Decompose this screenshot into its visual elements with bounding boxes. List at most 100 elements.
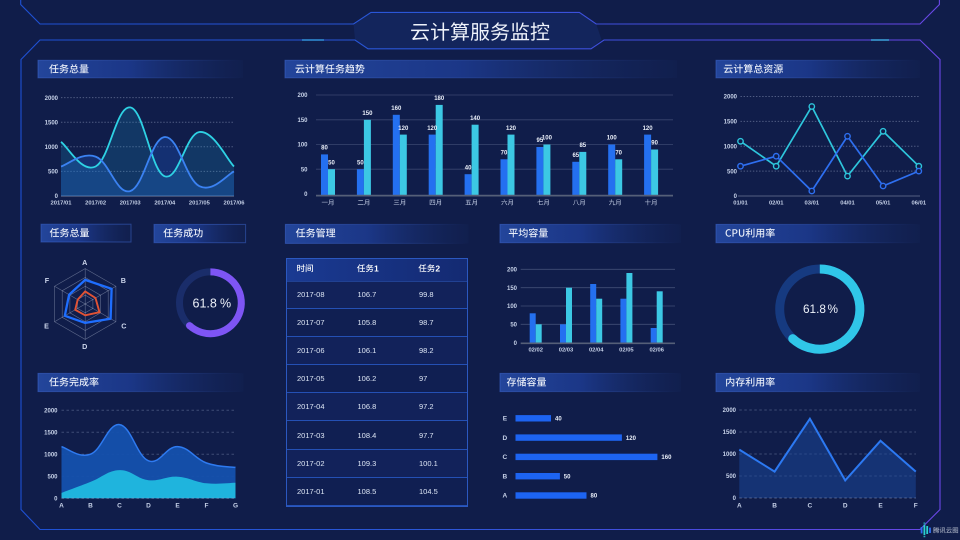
- svg-text:0: 0: [734, 194, 738, 200]
- svg-text:0: 0: [55, 194, 59, 200]
- svg-text:160: 160: [391, 106, 402, 112]
- svg-text:2000: 2000: [44, 409, 58, 415]
- svg-text:50: 50: [564, 474, 571, 480]
- svg-text:120: 120: [643, 126, 654, 132]
- svg-text:0: 0: [54, 496, 58, 502]
- svg-text:61.8: 61.8: [803, 302, 826, 316]
- svg-text:1000: 1000: [724, 145, 738, 151]
- svg-text:06/01: 06/01: [912, 201, 927, 207]
- svg-text:40: 40: [465, 165, 472, 171]
- svg-text:2017/05: 2017/05: [189, 201, 211, 207]
- svg-text:D: D: [146, 503, 151, 510]
- svg-text:50: 50: [510, 323, 517, 329]
- svg-text:50: 50: [301, 168, 308, 174]
- svg-text:C: C: [503, 454, 508, 461]
- svg-text:E: E: [175, 503, 180, 510]
- svg-text:2017/01: 2017/01: [51, 201, 73, 207]
- svg-text:03/01: 03/01: [805, 201, 820, 207]
- svg-text:120: 120: [626, 436, 637, 442]
- svg-text:2017/04: 2017/04: [154, 201, 176, 207]
- svg-text:B: B: [503, 473, 508, 480]
- svg-text:2017/02: 2017/02: [85, 201, 106, 207]
- svg-text:500: 500: [726, 474, 737, 480]
- svg-text:E: E: [44, 322, 49, 331]
- svg-text:0: 0: [304, 192, 308, 198]
- svg-text:F: F: [914, 503, 918, 510]
- svg-text:A: A: [82, 258, 87, 267]
- svg-text:E: E: [878, 503, 883, 510]
- svg-text:C: C: [808, 503, 813, 510]
- svg-text:120: 120: [398, 126, 409, 132]
- svg-text:90: 90: [651, 141, 658, 147]
- svg-text:02/05: 02/05: [619, 348, 634, 354]
- svg-text:50: 50: [328, 161, 335, 167]
- svg-text:04/01: 04/01: [840, 201, 855, 207]
- svg-text:C: C: [117, 503, 122, 510]
- svg-text:200: 200: [297, 93, 308, 99]
- svg-text:05/01: 05/01: [876, 201, 891, 207]
- svg-text:02/02: 02/02: [528, 348, 543, 354]
- svg-text:F: F: [205, 503, 209, 510]
- svg-text:01/01: 01/01: [733, 201, 748, 207]
- svg-text:B: B: [121, 276, 126, 285]
- svg-text:B: B: [772, 503, 777, 510]
- svg-text:1000: 1000: [723, 452, 737, 458]
- svg-text:50: 50: [357, 161, 364, 167]
- svg-text:E: E: [503, 416, 508, 423]
- svg-text:%: %: [828, 302, 839, 316]
- svg-text:2000: 2000: [724, 95, 738, 101]
- svg-text:61.8: 61.8: [193, 296, 217, 310]
- svg-text:A: A: [737, 503, 742, 510]
- svg-text:150: 150: [297, 118, 308, 124]
- svg-text:D: D: [82, 342, 87, 351]
- svg-text:2000: 2000: [723, 408, 737, 414]
- svg-text:1000: 1000: [45, 145, 59, 151]
- svg-text:%: %: [220, 296, 231, 310]
- svg-text:100: 100: [507, 304, 518, 310]
- svg-text:200: 200: [507, 268, 518, 274]
- svg-text:F: F: [45, 276, 50, 285]
- svg-text:D: D: [503, 435, 508, 442]
- svg-text:A: A: [503, 493, 508, 500]
- svg-text:2000: 2000: [45, 96, 59, 102]
- svg-text:1500: 1500: [44, 431, 58, 437]
- svg-text:80: 80: [321, 146, 328, 152]
- svg-text:2: 2: [435, 263, 440, 273]
- svg-text:150: 150: [507, 286, 518, 292]
- svg-text:B: B: [88, 503, 93, 510]
- svg-text:1: 1: [374, 263, 379, 273]
- svg-text:85: 85: [579, 143, 586, 149]
- svg-text:140: 140: [470, 116, 481, 122]
- svg-text:1500: 1500: [723, 430, 737, 436]
- svg-text:500: 500: [47, 474, 58, 480]
- svg-text:0: 0: [514, 341, 518, 347]
- svg-text:150: 150: [362, 111, 373, 117]
- svg-text:120: 120: [427, 126, 438, 132]
- svg-text:1500: 1500: [724, 120, 738, 126]
- svg-text:G: G: [233, 503, 238, 510]
- svg-text:1500: 1500: [45, 120, 59, 126]
- svg-text:0: 0: [733, 496, 737, 502]
- svg-text:02/03: 02/03: [559, 348, 574, 354]
- svg-text:D: D: [843, 503, 848, 510]
- svg-text:120: 120: [506, 126, 517, 132]
- svg-text:180: 180: [434, 96, 445, 102]
- svg-text:02/06: 02/06: [649, 348, 664, 354]
- svg-text:70: 70: [501, 151, 508, 157]
- svg-text:C: C: [121, 322, 126, 331]
- svg-text:2017/03: 2017/03: [120, 201, 142, 207]
- svg-text:1000: 1000: [44, 453, 58, 459]
- svg-text:95: 95: [537, 138, 544, 144]
- svg-text:02/01: 02/01: [769, 201, 784, 207]
- svg-text:160: 160: [661, 455, 672, 461]
- svg-text:80: 80: [591, 494, 598, 500]
- svg-text:500: 500: [727, 169, 738, 175]
- svg-text:100: 100: [607, 136, 618, 142]
- svg-text:500: 500: [48, 170, 59, 176]
- svg-text:A: A: [59, 503, 64, 510]
- svg-text:70: 70: [615, 151, 622, 157]
- svg-text:2017/06: 2017/06: [224, 201, 246, 207]
- svg-text:02/04: 02/04: [589, 348, 604, 354]
- svg-text:40: 40: [555, 417, 562, 423]
- svg-text:100: 100: [297, 143, 308, 149]
